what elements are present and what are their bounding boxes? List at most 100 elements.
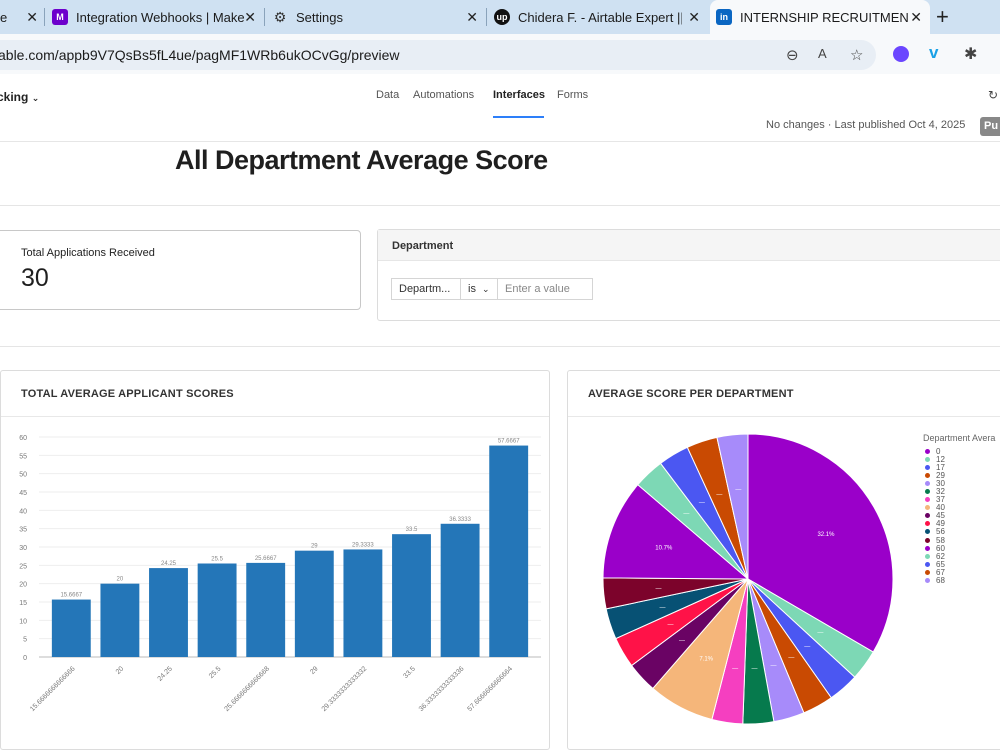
bar bbox=[100, 583, 140, 657]
publish-button[interactable]: Pu bbox=[980, 117, 1000, 136]
legend-item[interactable]: 65 bbox=[923, 559, 995, 569]
x-tick-label: 33.5 bbox=[402, 665, 417, 680]
bar-value-label: 25.6667 bbox=[255, 556, 277, 562]
new-tab-icon[interactable]: + bbox=[936, 4, 949, 29]
legend-item[interactable]: 17 bbox=[923, 463, 995, 472]
vimeo-extension-icon[interactable]: v bbox=[929, 43, 939, 62]
legend-item[interactable]: 58 bbox=[923, 535, 995, 545]
pie-slice-label: — bbox=[771, 663, 777, 669]
y-tick-label: 35 bbox=[19, 527, 27, 534]
close-icon[interactable]: ✕ bbox=[244, 9, 256, 25]
legend-item[interactable]: 0 bbox=[923, 446, 995, 456]
history-icon[interactable]: ↻ bbox=[988, 88, 999, 102]
legend-item[interactable]: 29 bbox=[923, 471, 995, 480]
read-aloud-icon[interactable]: A bbox=[818, 46, 827, 61]
chevron-down-icon: ⌄ bbox=[31, 93, 40, 103]
bar-chart-card: TOTAL AVERAGE APPLICANT SCORES 0 5 10 15 20 2… bbox=[0, 370, 550, 750]
zoom-icon[interactable]: ⊖ bbox=[786, 47, 799, 64]
filter-value-input[interactable]: Enter a value bbox=[497, 278, 593, 300]
upwork-logo-icon: up bbox=[494, 9, 510, 25]
close-icon[interactable]: ✕ bbox=[466, 9, 478, 25]
x-tick-label: 20 bbox=[115, 665, 126, 676]
legend-label: 0 bbox=[936, 446, 941, 456]
bar bbox=[51, 599, 91, 657]
legend-label: 58 bbox=[936, 535, 945, 545]
bar bbox=[294, 550, 334, 657]
nav-data[interactable]: Data bbox=[376, 89, 400, 101]
filter-title: Department bbox=[392, 240, 454, 252]
close-icon[interactable]: ✕ bbox=[688, 9, 700, 25]
legend-item[interactable]: 49 bbox=[923, 519, 995, 528]
legend-item[interactable]: 40 bbox=[923, 503, 995, 512]
tab-settings[interactable]: ⚙ Settings ✕ bbox=[272, 0, 486, 34]
total-applications-card: Total Applications Received 30 bbox=[0, 230, 361, 310]
tab-title: Chidera F. - Airtable Expert || Z bbox=[518, 9, 682, 25]
nav-forms[interactable]: Forms bbox=[557, 89, 589, 101]
legend-item[interactable]: 45 bbox=[923, 511, 995, 520]
legend-item[interactable]: 12 bbox=[923, 455, 995, 464]
x-tick-label: 29.3333333333332 bbox=[321, 665, 369, 713]
legend-color-dot bbox=[925, 529, 930, 535]
legend-item[interactable]: 32 bbox=[923, 487, 995, 496]
x-tick-label: 57.6666666666664 bbox=[466, 665, 514, 713]
close-icon[interactable]: ✕ bbox=[26, 9, 38, 25]
tab-make[interactable]: M Integration Webhooks | Make ✕ bbox=[52, 0, 264, 34]
linkedin-logo-icon: in bbox=[716, 9, 732, 25]
pie-slice-label: — bbox=[716, 492, 722, 498]
y-tick-label: 5 bbox=[23, 637, 27, 644]
filter-field-select[interactable]: Departm... bbox=[391, 278, 461, 300]
legend-item[interactable]: 37 bbox=[923, 495, 995, 504]
tab-title: INTERNSHIP RECRUITMENT D bbox=[740, 9, 908, 25]
tab-airtable-active[interactable]: in INTERNSHIP RECRUITMENT D ✕ bbox=[710, 0, 930, 34]
legend-color-dot bbox=[925, 545, 930, 551]
kpi-label: Total Applications Received bbox=[21, 247, 155, 259]
legend-label: 56 bbox=[936, 527, 945, 537]
pie-slice bbox=[716, 433, 749, 580]
filter-operator-select[interactable]: is ⌄ bbox=[460, 278, 498, 300]
legend-label: 67 bbox=[936, 567, 945, 577]
pie-slice-label: — bbox=[667, 623, 673, 629]
pie-slice-label: 32.1% bbox=[817, 532, 835, 538]
y-tick-label: 10 bbox=[19, 618, 27, 625]
extension-icon[interactable] bbox=[893, 46, 909, 62]
legend-color-dot bbox=[925, 480, 930, 486]
y-tick-label: 40 bbox=[19, 508, 27, 515]
bar-value-label: 24.25 bbox=[161, 561, 177, 567]
pie-slice-label: — bbox=[699, 500, 705, 506]
legend-color-dot bbox=[925, 561, 930, 567]
pie-slice-label: — bbox=[804, 645, 810, 651]
legend-item[interactable]: 56 bbox=[923, 527, 995, 537]
address-bar-area: able.com/appb9V7QsBs5fL4ue/pagMF1WRb6ukO… bbox=[0, 34, 1000, 74]
nav-interfaces[interactable]: Interfaces bbox=[493, 89, 545, 101]
legend-item[interactable]: 62 bbox=[923, 552, 995, 561]
pie-slice-label: — bbox=[817, 630, 823, 636]
legend-item[interactable]: 30 bbox=[923, 478, 995, 488]
close-icon[interactable]: ✕ bbox=[910, 9, 922, 25]
legend-item[interactable]: 60 bbox=[923, 544, 995, 553]
nav-automations[interactable]: Automations bbox=[413, 89, 475, 101]
bar bbox=[197, 563, 237, 657]
y-tick-label: 25 bbox=[19, 563, 27, 570]
legend-label: 30 bbox=[936, 478, 945, 488]
tab-edge[interactable]: e ✕ bbox=[0, 0, 44, 34]
page-title: All Department Average Score bbox=[175, 145, 548, 175]
filter-header: Department bbox=[378, 230, 1000, 261]
legend-item[interactable]: 67 bbox=[923, 567, 995, 577]
base-name-dropdown[interactable]: cking ⌄ bbox=[0, 90, 39, 104]
legend-color-dot bbox=[925, 521, 930, 527]
legend-color-dot bbox=[925, 553, 930, 559]
address-bar[interactable]: able.com/appb9V7QsBs5fL4ue/pagMF1WRb6ukO… bbox=[0, 40, 876, 70]
bar bbox=[246, 562, 286, 657]
pie-slice-label: — bbox=[683, 512, 689, 518]
legend-color-dot bbox=[925, 456, 930, 462]
extensions-puzzle-icon[interactable]: ✱ bbox=[964, 46, 978, 63]
bar bbox=[392, 534, 431, 657]
pie-slice bbox=[602, 484, 750, 580]
legend-item[interactable]: 68 bbox=[923, 576, 995, 585]
legend-label: 65 bbox=[936, 559, 945, 569]
y-tick-label: 15 bbox=[19, 600, 27, 607]
favorite-star-icon[interactable]: ☆ bbox=[850, 47, 864, 64]
tab-upwork[interactable]: up Chidera F. - Airtable Expert || Z ✕ bbox=[494, 0, 708, 34]
legend-color-dot bbox=[925, 513, 930, 519]
bar bbox=[149, 568, 188, 657]
